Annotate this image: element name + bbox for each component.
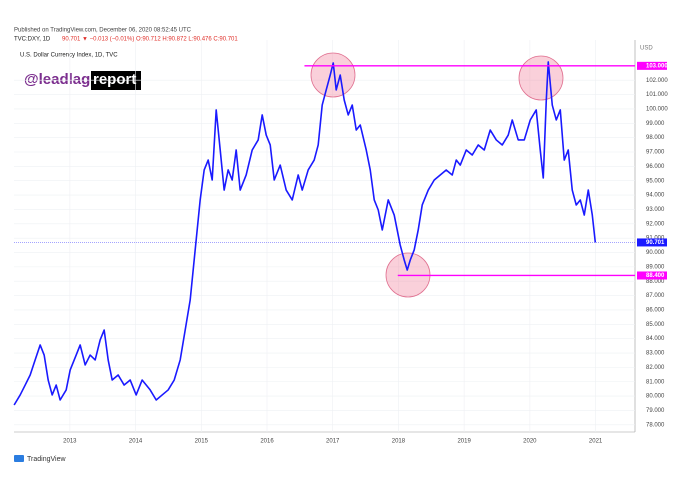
y-tick-label: 81.000 (646, 379, 665, 385)
x-tick-label: 2018 (392, 439, 406, 445)
y-tick-label: 85.000 (646, 322, 665, 328)
symbol: TVC:DXY, 1D (14, 37, 51, 43)
level-label: 103.000 (646, 63, 668, 69)
y-tick-label: 87.000 (646, 293, 665, 299)
level-box (637, 61, 667, 70)
y-tick-label: 98.000 (646, 135, 665, 141)
highlight-circle (310, 52, 356, 98)
price-line (13, 61, 597, 406)
x-tick-label: 2015 (195, 439, 209, 445)
level-box (637, 271, 667, 280)
quote: 90.701 ▼ −0.013 (−0.01%) O:90.712 H:90.8… (62, 37, 238, 43)
y-tick-label: 78.000 (646, 422, 665, 428)
x-tick-label: 2013 (63, 439, 77, 445)
y-tick-label: 95.000 (646, 178, 665, 184)
y-tick-label: 100.000 (646, 107, 668, 113)
x-tick-label: 2020 (523, 439, 537, 445)
last-price-label: 90.701 (646, 240, 665, 246)
y-tick-label: 89.000 (646, 264, 665, 270)
watermark-handle: @leadlag (24, 71, 90, 88)
y-tick-label: 99.000 (646, 121, 665, 127)
y-tick-label: 79.000 (646, 408, 665, 414)
x-tick-label: 2014 (129, 439, 143, 445)
y-tick-label: 90.000 (646, 250, 665, 256)
level-label: 88.400 (646, 273, 665, 279)
y-tick-label: 92.000 (646, 221, 665, 227)
x-tick-label: 2017 (326, 439, 340, 445)
plot: 78.000 79.000 80.000 81.000 82.000 83.000 84.0… (13, 40, 668, 445)
watermark-report: report (93, 71, 136, 88)
chart-title: U.S. Dollar Currency Index, 1D, TVC (20, 53, 118, 59)
y-tick-label: 94.000 (646, 193, 665, 199)
y-tick-label: 102.000 (646, 78, 668, 84)
y-tick-label: 84.000 (646, 336, 665, 342)
currency: USD (640, 46, 653, 52)
published-note: Published on TradingView.com, December 0… (14, 28, 192, 34)
y-tick-label: 83.000 (646, 351, 665, 357)
y-tick-label: 86.000 (646, 308, 665, 314)
y-tick-label: 82.000 (646, 365, 665, 371)
highlight-circle (518, 55, 564, 101)
last-price-box (637, 238, 667, 247)
footer-logo (14, 455, 24, 462)
y-tick-label: 97.000 (646, 150, 665, 156)
y-tick-label: 88.000 (646, 279, 665, 285)
y-tick-label: 80.000 (646, 394, 665, 400)
x-tick-label: 2016 (260, 439, 274, 445)
y-tick-label: 93.000 (646, 207, 665, 213)
x-tick-label: 2019 (457, 439, 471, 445)
x-tick-label: 2021 (589, 439, 603, 445)
footer: TradingView (27, 456, 66, 463)
y-tick-label: 96.000 (646, 164, 665, 170)
y-tick-label: 101.000 (646, 92, 668, 98)
